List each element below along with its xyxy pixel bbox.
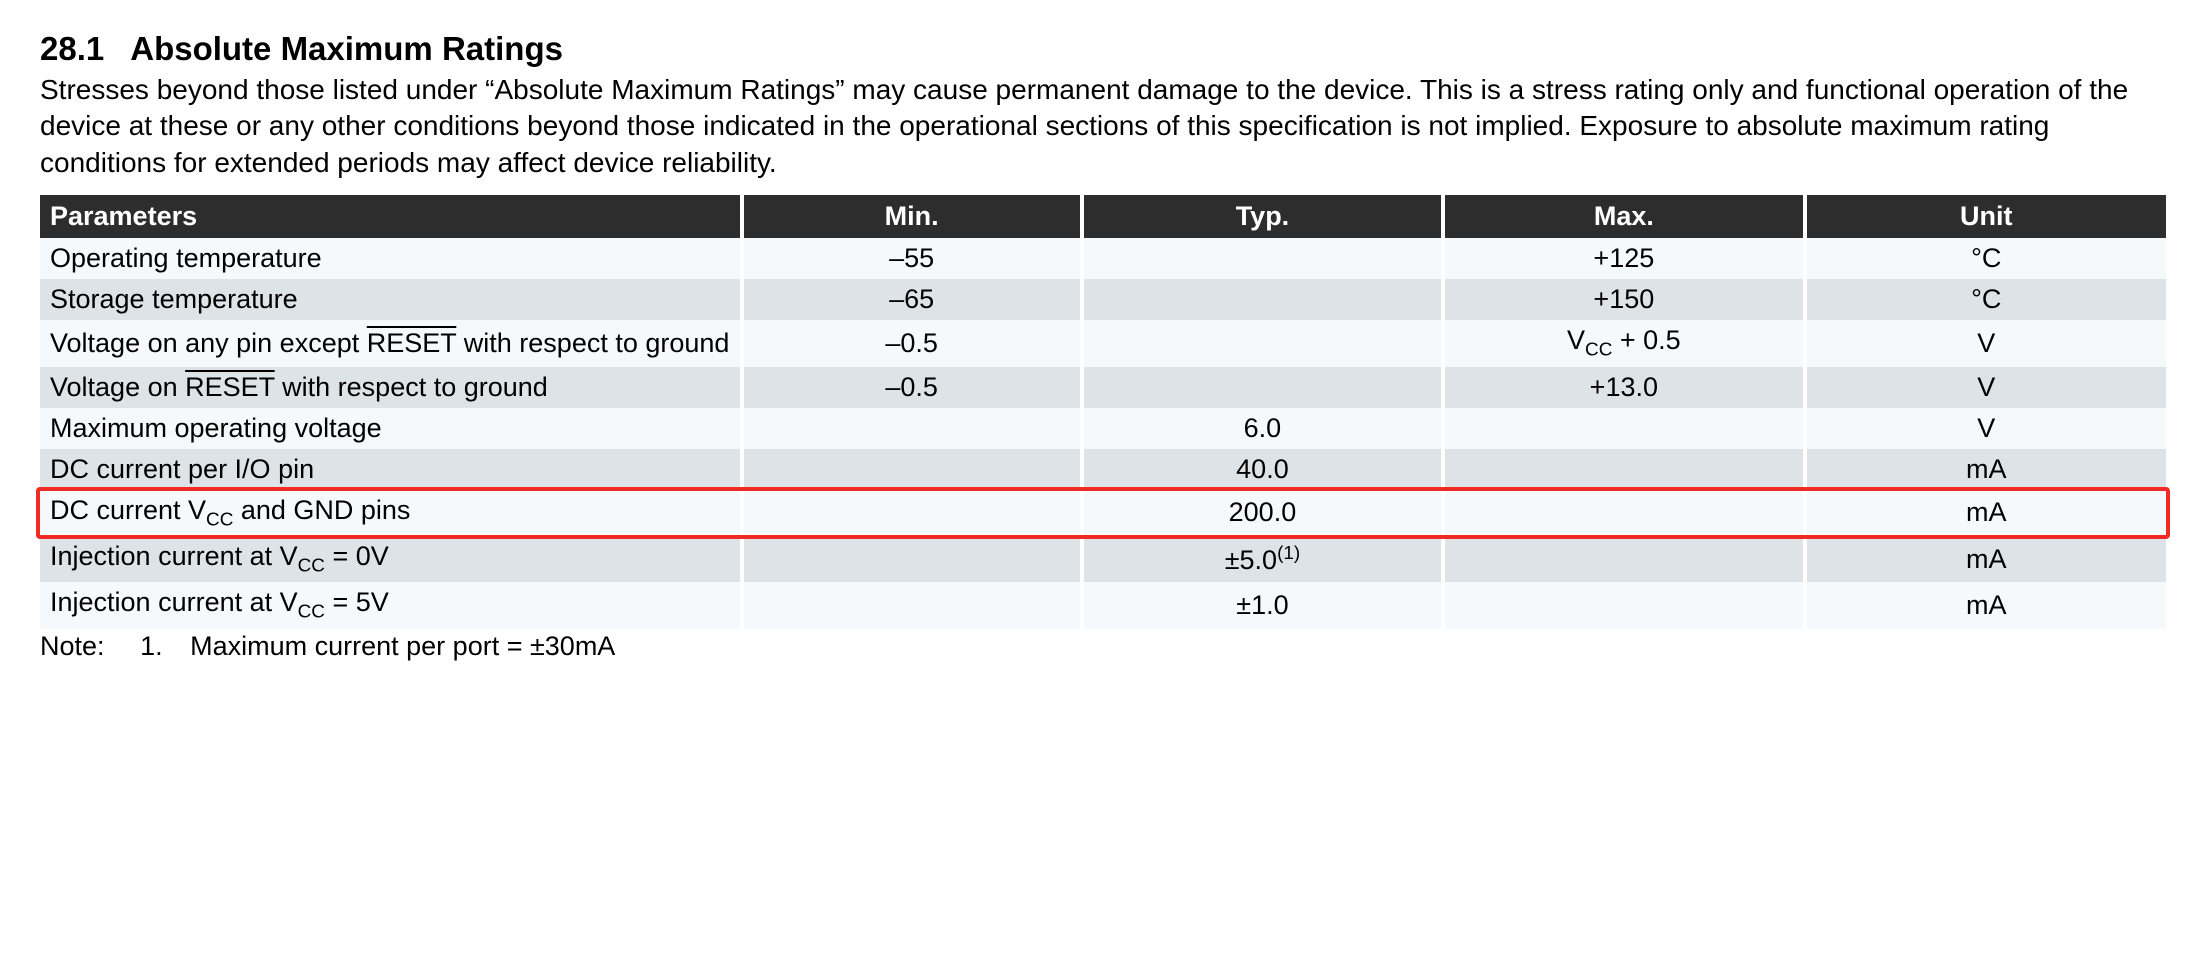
cell-unit: mA xyxy=(1805,490,2166,536)
note-text: Maximum current per port = ±30mA xyxy=(190,631,615,661)
cell-max xyxy=(1443,408,1804,449)
cell-unit: V xyxy=(1805,408,2166,449)
note-label: Note: xyxy=(40,631,105,661)
cell-unit: V xyxy=(1805,367,2166,408)
table-header-row: Parameters Min. Typ. Max. Unit xyxy=(40,195,2166,238)
cell-typ xyxy=(1082,238,1443,279)
cell-min: –55 xyxy=(742,238,1082,279)
cell-typ: 40.0 xyxy=(1082,449,1443,490)
table-row: Operating temperature–55 +125°C xyxy=(40,238,2166,279)
cell-param: DC current VCC and GND pins xyxy=(40,490,742,536)
cell-max: +150 xyxy=(1443,279,1804,320)
cell-param: Injection current at VCC = 0V xyxy=(40,536,742,582)
cell-typ xyxy=(1082,279,1443,320)
cell-max xyxy=(1443,449,1804,490)
section-title: Absolute Maximum Ratings xyxy=(130,30,563,67)
table-row: Injection current at VCC = 5V ±1.0 mA xyxy=(40,582,2166,628)
col-header-parameters: Parameters xyxy=(40,195,742,238)
cell-param: Voltage on any pin except RESET with res… xyxy=(40,320,742,366)
table-row: DC current VCC and GND pins 200.0 mA xyxy=(40,490,2166,536)
cell-min xyxy=(742,408,1082,449)
col-header-min: Min. xyxy=(742,195,1082,238)
ratings-table-wrapper: Parameters Min. Typ. Max. Unit Operating… xyxy=(40,195,2166,629)
table-row: Voltage on RESET with respect to ground–… xyxy=(40,367,2166,408)
cell-min xyxy=(742,449,1082,490)
table-row: Storage temperature–65 +150°C xyxy=(40,279,2166,320)
col-header-unit: Unit xyxy=(1805,195,2166,238)
cell-typ: ±5.0(1) xyxy=(1082,536,1443,582)
cell-min: –0.5 xyxy=(742,320,1082,366)
cell-param: Voltage on RESET with respect to ground xyxy=(40,367,742,408)
cell-max: +13.0 xyxy=(1443,367,1804,408)
cell-typ: 200.0 xyxy=(1082,490,1443,536)
ratings-table: Parameters Min. Typ. Max. Unit Operating… xyxy=(40,195,2166,629)
cell-max: +125 xyxy=(1443,238,1804,279)
cell-unit: V xyxy=(1805,320,2166,366)
cell-max xyxy=(1443,582,1804,628)
cell-unit: mA xyxy=(1805,449,2166,490)
table-note: Note: 1. Maximum current per port = ±30m… xyxy=(40,631,2166,662)
cell-param: Storage temperature xyxy=(40,279,742,320)
col-header-typ: Typ. xyxy=(1082,195,1443,238)
cell-min xyxy=(742,582,1082,628)
table-row: Injection current at VCC = 0V ±5.0(1) mA xyxy=(40,536,2166,582)
cell-min xyxy=(742,490,1082,536)
cell-typ xyxy=(1082,320,1443,366)
cell-typ: ±1.0 xyxy=(1082,582,1443,628)
section-number: 28.1 xyxy=(40,30,104,67)
cell-unit: °C xyxy=(1805,238,2166,279)
cell-unit: mA xyxy=(1805,582,2166,628)
table-row: DC current per I/O pin 40.0 mA xyxy=(40,449,2166,490)
cell-param: Injection current at VCC = 5V xyxy=(40,582,742,628)
cell-unit: mA xyxy=(1805,536,2166,582)
cell-min: –65 xyxy=(742,279,1082,320)
intro-paragraph: Stresses beyond those listed under “Abso… xyxy=(40,72,2166,181)
table-row: Maximum operating voltage 6.0 V xyxy=(40,408,2166,449)
col-header-max: Max. xyxy=(1443,195,1804,238)
cell-max xyxy=(1443,536,1804,582)
cell-max xyxy=(1443,490,1804,536)
note-number: 1. xyxy=(140,631,163,661)
cell-typ: 6.0 xyxy=(1082,408,1443,449)
table-row: Voltage on any pin except RESET with res… xyxy=(40,320,2166,366)
cell-max: VCC + 0.5 xyxy=(1443,320,1804,366)
cell-param: Maximum operating voltage xyxy=(40,408,742,449)
cell-typ xyxy=(1082,367,1443,408)
cell-unit: °C xyxy=(1805,279,2166,320)
cell-min: –0.5 xyxy=(742,367,1082,408)
cell-param: Operating temperature xyxy=(40,238,742,279)
cell-param: DC current per I/O pin xyxy=(40,449,742,490)
cell-min xyxy=(742,536,1082,582)
section-heading: 28.1 Absolute Maximum Ratings xyxy=(40,30,2166,68)
